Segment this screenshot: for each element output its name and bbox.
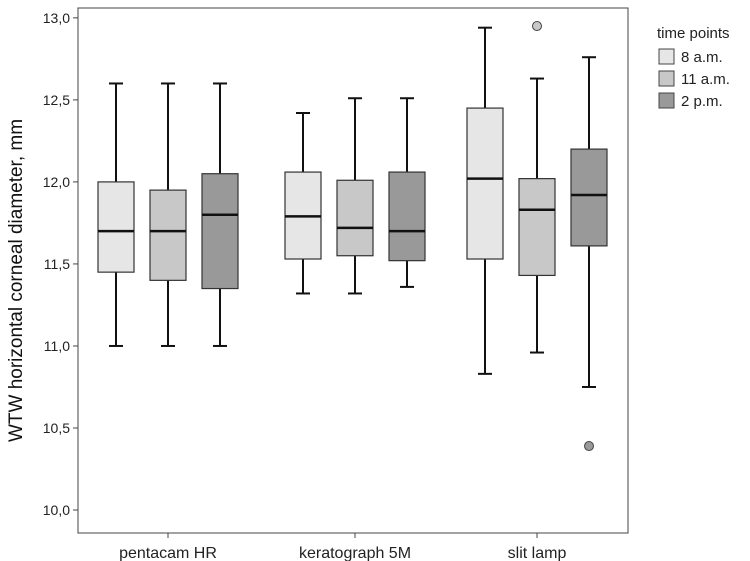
iqr-box <box>149 189 187 281</box>
legend-entry-label: 11 a.m. <box>681 71 730 88</box>
box-plot-1-1 <box>97 82 135 347</box>
y-tick-label: 10,0 <box>43 502 70 518</box>
box-plot-2-3 <box>518 21 556 354</box>
legend-title: time points <box>657 25 730 42</box>
box-series-group <box>97 21 608 452</box>
box-plot-3-2 <box>388 97 426 288</box>
iqr-box <box>336 179 374 257</box>
legend-swatch <box>658 92 675 109</box>
iqr-box <box>388 171 426 262</box>
box-plot-1-2 <box>284 112 322 295</box>
box-plot-2-1 <box>149 82 187 347</box>
y-tick-label: 10,5 <box>43 420 70 436</box>
iqr-box <box>97 181 135 273</box>
iqr-box <box>201 173 239 290</box>
box-plot-2-2 <box>336 97 374 295</box>
y-tick-label: 12,0 <box>43 174 70 190</box>
legend-swatch <box>658 48 675 65</box>
y-axis: 10,0 10,5 11,0 11,5 12,0 12,5 13,0 <box>43 10 78 518</box>
box-plot-3-3 <box>570 56 608 452</box>
x-category-label: slit lamp <box>508 545 567 561</box>
legend: time points 8 a.m. 11 a.m. 2 p.m. <box>657 25 730 110</box>
iqr-box <box>570 148 608 247</box>
legend-entry-label: 2 p.m. <box>681 93 723 110</box>
box-plot-1-3 <box>466 26 504 375</box>
outlier-point <box>584 441 594 452</box>
box-plot-3-1 <box>201 82 239 347</box>
x-axis: pentacam HR keratograph 5M slit lamp <box>119 533 566 561</box>
x-category-label: keratograph 5M <box>299 545 411 561</box>
iqr-box <box>518 178 556 277</box>
y-tick-label: 11,0 <box>44 338 70 354</box>
iqr-box <box>466 107 504 260</box>
y-axis-title: WTW horizontal corneal diameter, mm <box>6 119 27 442</box>
legend-swatch <box>658 70 675 87</box>
outlier-point <box>532 21 542 32</box>
y-tick-label: 12,5 <box>43 92 70 108</box>
x-category-label: pentacam HR <box>119 545 217 561</box>
legend-entry-label: 8 a.m. <box>681 49 723 66</box>
y-tick-label: 11,5 <box>44 256 70 272</box>
y-tick-label: 13,0 <box>43 10 70 26</box>
plot-area-frame <box>77 7 629 534</box>
